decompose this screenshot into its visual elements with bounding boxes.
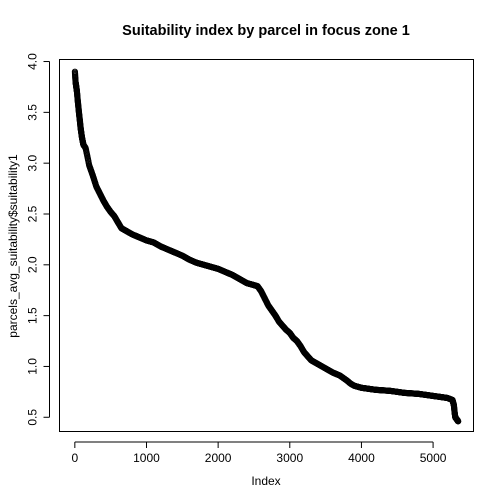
y-axis-label: parcels_avg_suitability$suitability1 bbox=[6, 154, 20, 338]
plot-frame bbox=[59, 59, 474, 432]
x-tick-label: 4000 bbox=[348, 451, 375, 465]
y-tick-label: 3.0 bbox=[26, 155, 40, 172]
x-axis-label: Index bbox=[251, 474, 280, 488]
x-tick-label: 2000 bbox=[205, 451, 232, 465]
y-tick-label: 0.5 bbox=[26, 409, 40, 426]
y-tick-label: 2.5 bbox=[26, 205, 40, 222]
y-tick-label: 1.5 bbox=[26, 307, 40, 324]
y-tick-label: 1.0 bbox=[26, 358, 40, 375]
x-tick-label: 1000 bbox=[133, 451, 160, 465]
data-points bbox=[71, 68, 462, 425]
y-tick-label: 3.5 bbox=[26, 104, 40, 121]
x-axis: 0 1000 2000 3000 4000 5000 bbox=[71, 441, 447, 465]
x-tick-label: 5000 bbox=[420, 451, 447, 465]
data-point bbox=[455, 418, 462, 425]
chart-title: Suitability index by parcel in focus zon… bbox=[122, 23, 410, 39]
x-tick-label: 0 bbox=[71, 451, 78, 465]
y-tick-label: 2.0 bbox=[26, 256, 40, 273]
y-tick-label: 4.0 bbox=[26, 53, 40, 70]
x-tick-label: 3000 bbox=[276, 451, 303, 465]
y-axis: 0.5 1.0 1.5 2.0 2.5 3.0 3.5 4.0 bbox=[26, 53, 50, 426]
